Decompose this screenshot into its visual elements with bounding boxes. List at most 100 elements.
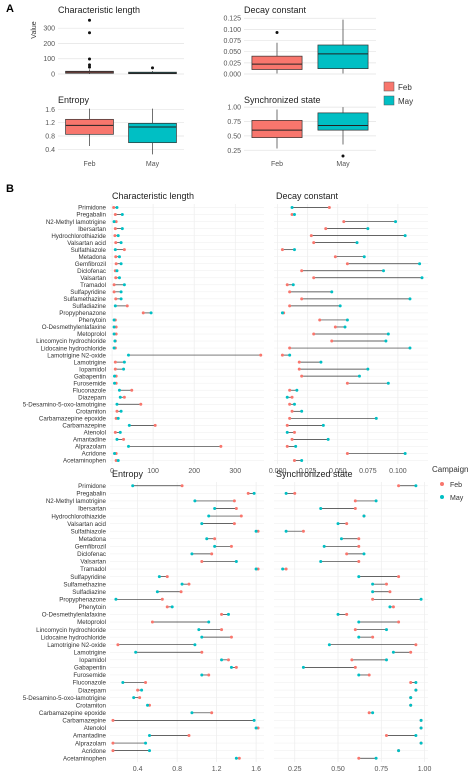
may-point [374,756,378,760]
feb-point [114,241,118,245]
feb-point [220,628,224,632]
may-point [113,248,117,252]
may-point [319,559,323,563]
may-point [300,458,304,462]
feb-point [141,311,145,315]
compound-label: Carbamazepine [62,423,106,430]
y-tick-label: 1.2 [45,120,55,127]
may-point [327,643,331,647]
compound-label: Primidone [78,483,106,490]
feb-point [125,304,129,308]
feb-point [165,605,169,609]
feb-point [232,522,236,526]
feb-point [353,506,357,510]
feb-point [300,269,304,273]
may-point [119,297,123,301]
may-point [116,234,120,238]
feb-point [210,552,214,556]
feb-point [297,367,301,371]
y-tick-label: 0.8 [45,134,55,141]
may-point [120,227,124,231]
box-may [317,112,369,131]
compound-label: 5-Desamino-5-oxo-lamotrigine [23,695,107,702]
may-point [254,529,258,533]
may-point [121,681,125,685]
compound-label: Sulfadiazine [72,589,106,596]
compound-label: Fluconazole [73,387,107,394]
dumbbell-panel-1: Decay constant 0.000 0.025 0.050 0.075 0.100 [269,191,428,475]
feb-point [345,522,349,526]
compound-label: Metadona [78,536,106,543]
may-point [403,451,407,455]
box-feb [251,55,303,70]
may-point [115,206,119,210]
feb-point [342,220,346,224]
feb-point [234,665,238,669]
feb-point [259,353,263,357]
x-tick-label: 0.000 [269,468,287,475]
may-point [200,673,204,677]
dumbbell-panel-0: Characteristic length 0 100 200 300 Primidone… [23,191,264,475]
legend-a-feb-swatch [383,81,395,92]
may-point [384,658,388,662]
feb-point [229,635,233,639]
may-point [414,681,418,685]
may-point [284,529,288,533]
feb-point [113,234,117,238]
x-tick-label: 0.8 [172,766,182,773]
y-tick-label: 300 [43,26,55,33]
may-point [285,395,289,399]
compound-label: Carbamazepine epoxide [39,416,107,423]
may-point [290,206,294,210]
feb-point [285,423,289,427]
y-tick-label: 1.6 [45,107,55,114]
feb-point [237,756,241,760]
feb-point [414,643,418,647]
feb-point [226,658,230,662]
feb-point [371,635,375,639]
compound-label: Propyphenazone [59,596,106,603]
feb-point [113,367,117,371]
feb-point [220,612,224,616]
compound-label: Acridone [82,748,107,755]
compound-label: Metoprolol [77,619,106,626]
compound-label: Iopamidol [79,657,106,664]
feb-point [288,402,292,406]
may-point [419,726,423,730]
box-may [128,122,177,144]
feb-point [397,575,401,579]
y-tick-label: 0.50 [227,133,241,140]
compound-label: Lamotrigine [74,359,107,366]
boxplot-panel-0: Characteristic length 0 100 200 300 Value [31,5,184,79]
compound-label: Metoprolol [77,331,106,338]
feb-point [153,423,157,427]
compound-label: Fluconazole [73,680,107,687]
may-point [147,734,151,738]
feb-point [345,381,349,385]
may-point [336,612,340,616]
may-point [113,374,117,378]
feb-point [112,206,116,210]
may-point [118,430,122,434]
may-point [408,346,412,350]
compound-label: Lamotrigine N2-oxide [47,642,106,649]
boxplot-panel-2: Entropy 0.4 0.8 1.2 1.6 Feb May [45,95,184,168]
feb-point [114,325,118,329]
compound-label: Sulfathiazole [71,528,107,535]
may-point [134,650,138,654]
feb-point [115,409,119,413]
dumbbell-title: Characteristic length [112,191,194,201]
compound-label: Amantadine [73,437,107,444]
may-point [397,749,401,753]
feb-point [297,360,301,364]
may-point [157,575,161,579]
may-point [131,484,135,488]
feb-point [333,255,337,259]
panel-b-dumbbells: Characteristic length 0 100 200 300 Primidone… [23,191,432,773]
compound-label: Sulfamethazine [63,581,106,588]
y-tick-label: 100 [43,56,55,63]
feb-point [284,567,288,571]
feb-point [288,346,292,350]
may-point [292,248,296,252]
may-point [155,590,159,594]
